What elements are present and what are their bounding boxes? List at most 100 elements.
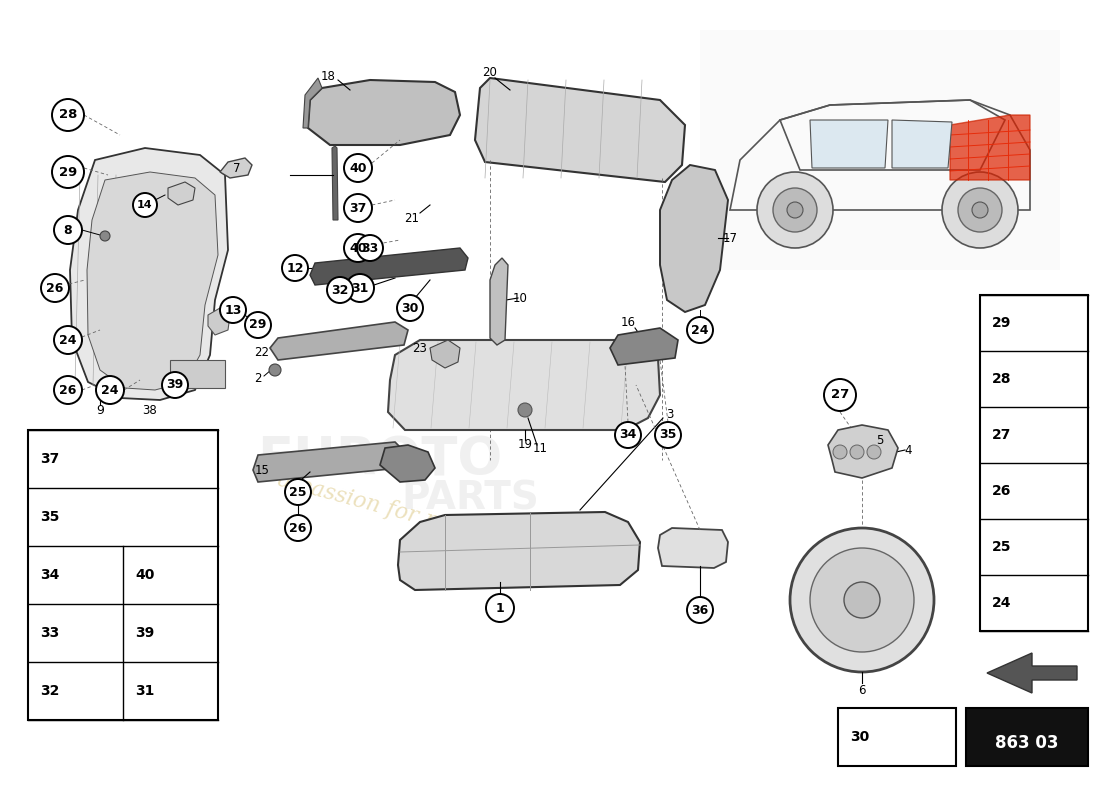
Text: 27: 27 (830, 389, 849, 402)
Text: 6: 6 (858, 683, 866, 697)
Polygon shape (430, 340, 460, 368)
Text: 32: 32 (331, 283, 349, 297)
Circle shape (851, 433, 865, 447)
Text: 34: 34 (619, 429, 637, 442)
Circle shape (327, 277, 353, 303)
Text: 37: 37 (350, 202, 366, 214)
Circle shape (270, 364, 280, 376)
Text: 14: 14 (138, 200, 153, 210)
Text: 28: 28 (58, 109, 77, 122)
Circle shape (133, 193, 157, 217)
Polygon shape (87, 172, 218, 390)
Text: 26: 26 (992, 484, 1011, 498)
Text: 33: 33 (40, 626, 59, 640)
Text: 24: 24 (992, 596, 1012, 610)
Text: 31: 31 (135, 684, 154, 698)
Polygon shape (208, 308, 230, 335)
Circle shape (52, 156, 84, 188)
Circle shape (688, 317, 713, 343)
Circle shape (285, 479, 311, 505)
Text: 21: 21 (405, 211, 419, 225)
Bar (980, 295, 1088, 631)
Circle shape (282, 255, 308, 281)
Text: 29: 29 (250, 318, 266, 331)
Text: 27: 27 (992, 428, 1011, 442)
Text: 26: 26 (289, 522, 307, 534)
Text: 25: 25 (289, 486, 307, 498)
Circle shape (346, 274, 374, 302)
Circle shape (54, 216, 82, 244)
Text: 29: 29 (59, 166, 77, 178)
Circle shape (486, 594, 514, 622)
Text: 37: 37 (40, 452, 59, 466)
Circle shape (96, 376, 124, 404)
Text: a passion for parts since 1⁹⁰: a passion for parts since 1⁹⁰ (275, 469, 585, 571)
Text: 40: 40 (350, 162, 366, 174)
Text: 39: 39 (135, 626, 154, 640)
Text: 26: 26 (46, 282, 64, 294)
Text: 34: 34 (40, 568, 59, 582)
Text: 5: 5 (877, 434, 883, 446)
Text: 10: 10 (513, 291, 527, 305)
Text: 11: 11 (532, 442, 548, 454)
Circle shape (786, 202, 803, 218)
Text: 38: 38 (143, 403, 157, 417)
Text: 30: 30 (850, 730, 869, 744)
Circle shape (824, 379, 856, 411)
Circle shape (615, 422, 641, 448)
Circle shape (54, 326, 82, 354)
Polygon shape (302, 78, 322, 128)
Bar (170, 360, 226, 388)
Text: 22: 22 (254, 346, 270, 358)
Circle shape (833, 445, 847, 459)
Text: 18: 18 (320, 70, 336, 82)
Text: 3: 3 (667, 409, 673, 422)
Circle shape (654, 422, 681, 448)
Text: 20: 20 (483, 66, 497, 79)
Polygon shape (658, 528, 728, 568)
Circle shape (688, 597, 713, 623)
Polygon shape (987, 653, 1077, 693)
Circle shape (358, 235, 383, 261)
Polygon shape (70, 148, 228, 400)
Circle shape (54, 376, 82, 404)
Text: 40: 40 (135, 568, 154, 582)
Text: 29: 29 (992, 316, 1011, 330)
Polygon shape (310, 248, 468, 285)
Polygon shape (308, 80, 460, 145)
Text: 28: 28 (992, 372, 1012, 386)
Text: 24: 24 (59, 334, 77, 346)
Polygon shape (610, 328, 678, 365)
Text: 26: 26 (59, 383, 77, 397)
Circle shape (790, 528, 934, 672)
Text: 7: 7 (233, 162, 241, 174)
Polygon shape (270, 322, 408, 360)
Polygon shape (379, 445, 434, 482)
Bar (700, 30, 1060, 270)
Polygon shape (828, 425, 898, 478)
Text: 35: 35 (40, 510, 59, 524)
Text: 9: 9 (96, 403, 103, 417)
Circle shape (844, 582, 880, 618)
Text: EUROTO: EUROTO (257, 434, 503, 486)
Text: 33: 33 (362, 242, 378, 254)
Text: 40: 40 (350, 242, 366, 254)
Text: 863 03: 863 03 (996, 734, 1058, 752)
Text: 1: 1 (496, 602, 505, 614)
Polygon shape (810, 120, 888, 168)
Polygon shape (892, 120, 952, 168)
Text: 24: 24 (101, 383, 119, 397)
Text: 36: 36 (692, 603, 708, 617)
Text: 16: 16 (620, 315, 636, 329)
Text: 39: 39 (166, 378, 184, 391)
Circle shape (972, 202, 988, 218)
Circle shape (810, 548, 914, 652)
Circle shape (285, 515, 311, 541)
Circle shape (773, 188, 817, 232)
Text: 31: 31 (351, 282, 369, 294)
Text: 15: 15 (254, 463, 270, 477)
Circle shape (41, 274, 69, 302)
Polygon shape (388, 340, 660, 430)
Circle shape (397, 295, 424, 321)
Text: PARTS: PARTS (402, 479, 539, 517)
